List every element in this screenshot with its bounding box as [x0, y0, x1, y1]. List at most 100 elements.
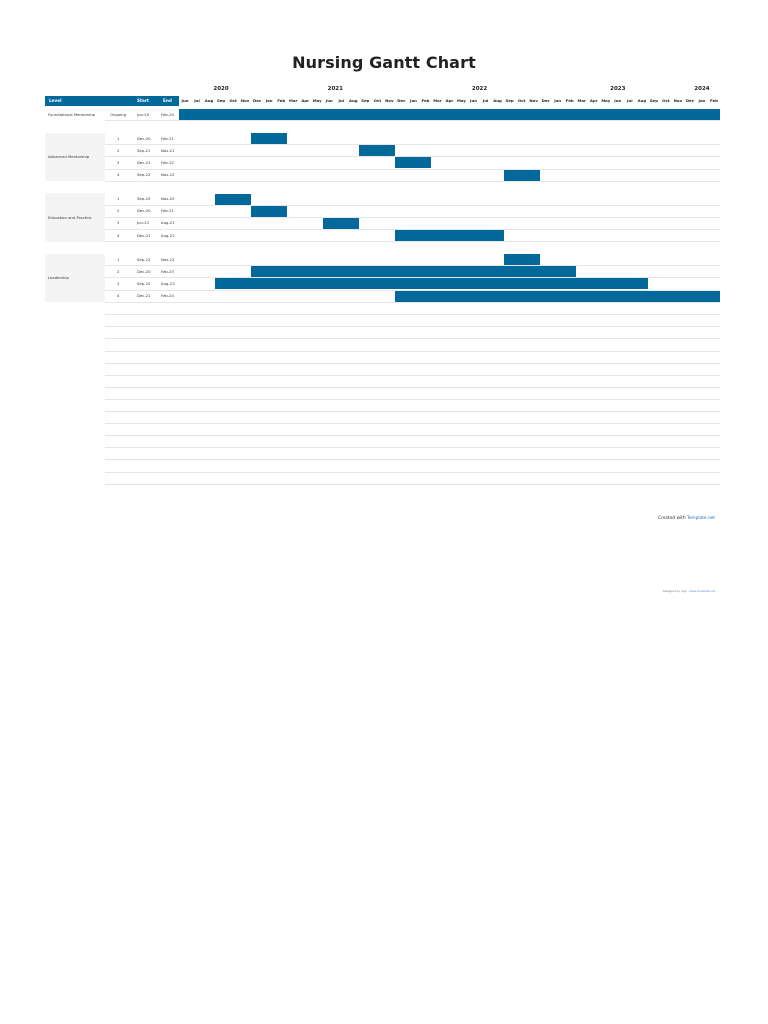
empty-row-gridline [105, 447, 720, 449]
empty-row-gridline [105, 326, 720, 328]
month-label: Jul [194, 98, 200, 103]
month-label: Nov [240, 98, 250, 103]
task-number: 4 [117, 293, 120, 298]
month-label: Jan [554, 98, 562, 103]
month-label: Jul [482, 98, 489, 103]
month-label: Nov [673, 98, 683, 103]
task-bar[interactable] [215, 193, 252, 205]
task-number: 3 [117, 220, 120, 226]
row-gridline [105, 241, 720, 243]
task-start-date: Dec-20 [137, 208, 151, 214]
month-label: Feb [565, 98, 574, 103]
month-label: Jan [265, 98, 273, 103]
task-start-date: Dec-20 [137, 135, 151, 141]
empty-row-gridline [105, 398, 720, 400]
month-label: Jan [410, 98, 417, 103]
month-label: Dec [397, 98, 406, 103]
task-end-date: Nov-21 [161, 147, 175, 153]
task-bar[interactable] [395, 157, 432, 169]
empty-row-gridline [105, 338, 720, 340]
task-bar[interactable] [179, 109, 720, 120]
month-label: Aug [204, 98, 214, 103]
group-label: Education and Practice [45, 193, 105, 242]
year-label: 2023 [610, 86, 626, 92]
group-label: Advanced Mentorship [45, 132, 105, 182]
designer-credit: Designed by Yogi - www.template.net [663, 589, 715, 593]
task-start-date: Sep-20 [137, 280, 151, 286]
table-header: Level Start End [45, 96, 179, 106]
month-label: Apr [445, 98, 454, 103]
task-bar[interactable] [395, 230, 504, 241]
month-label: Sep [216, 98, 226, 103]
empty-row-gridline [105, 411, 720, 412]
task-start-date: Sep-21 [137, 147, 151, 153]
task-start-date: Sep-20 [137, 196, 151, 202]
month-label: Jun [470, 98, 478, 103]
month-label: Jan [698, 98, 706, 103]
header-start: Start [137, 98, 149, 103]
task-number: 1 [117, 196, 120, 202]
month-label: Feb [421, 98, 430, 103]
task-bar[interactable] [503, 169, 540, 181]
year-label: 2024 [694, 86, 710, 92]
task-end-date: Feb-21 [161, 208, 174, 214]
month-label: Aug [493, 98, 502, 103]
year-label: 2022 [471, 86, 488, 92]
empty-row-gridline [105, 483, 720, 485]
month-label: Dec [541, 98, 550, 103]
task-start-date: Jun-20 [137, 111, 150, 117]
task-end-date: Aug-23 [161, 280, 175, 286]
month-label: Nov [529, 98, 538, 103]
task-end-date: Nov-22 [161, 172, 175, 177]
task-bar[interactable] [215, 278, 648, 290]
task-bar[interactable] [395, 290, 720, 302]
task-start-date: Dec-21 [137, 232, 151, 238]
task-bar[interactable] [323, 217, 360, 229]
task-end-date: Aug-22 [161, 232, 175, 238]
month-label: May [457, 98, 466, 103]
task-start-date: Dec-21 [137, 159, 151, 165]
month-label: Aug [349, 98, 358, 103]
designer-prefix: Designed by Yogi - [662, 589, 689, 593]
task-bar[interactable] [251, 266, 576, 278]
task-bar[interactable] [359, 145, 396, 157]
month-label: Mar [288, 98, 298, 103]
task-end-date: Feb-24 [161, 111, 174, 117]
year-label: 2021 [327, 86, 343, 92]
task-bar[interactable] [251, 133, 288, 145]
empty-row-gridline [105, 374, 720, 376]
credit-link[interactable]: Template.net [686, 516, 715, 521]
month-label: Dec [253, 98, 262, 103]
task-start-date: Dec-21 [137, 293, 151, 298]
month-label: Feb [710, 98, 718, 103]
task-number: 1 [117, 256, 120, 262]
row-gridline [105, 204, 720, 206]
month-label: Dec [685, 98, 695, 103]
gantt-chart: Leadership Education and Practice Advanced… [45, 86, 720, 486]
task-bar[interactable] [503, 254, 540, 266]
month-label: Oct [662, 98, 670, 103]
row-gridline [105, 265, 720, 267]
task-start-date: Dec-20 [137, 268, 151, 274]
task-start-date: Sep-22 [137, 256, 151, 262]
row-gridline [105, 289, 720, 291]
empty-row-gridline [105, 471, 720, 473]
month-label: Jul [627, 98, 633, 103]
task-number: 2 [117, 268, 120, 274]
empty-row-gridline [105, 350, 720, 352]
month-label: May [601, 98, 611, 103]
year-label: 2020 [213, 86, 229, 92]
designer-link[interactable]: www.template.net [689, 589, 715, 593]
empty-row-gridline [105, 362, 720, 364]
task-bar[interactable] [251, 205, 288, 217]
task-end-date: Feb-21 [161, 135, 174, 141]
month-label: May [312, 98, 322, 103]
header-end: End [163, 98, 172, 103]
month-label: Oct [373, 98, 382, 103]
empty-row-gridline [105, 423, 720, 425]
task-end-date: Nov-20 [161, 196, 175, 202]
month-label: Mar [577, 98, 586, 103]
month-label: Apr [301, 98, 310, 103]
empty-row-gridline [105, 435, 720, 437]
empty-row-gridline [105, 386, 720, 388]
